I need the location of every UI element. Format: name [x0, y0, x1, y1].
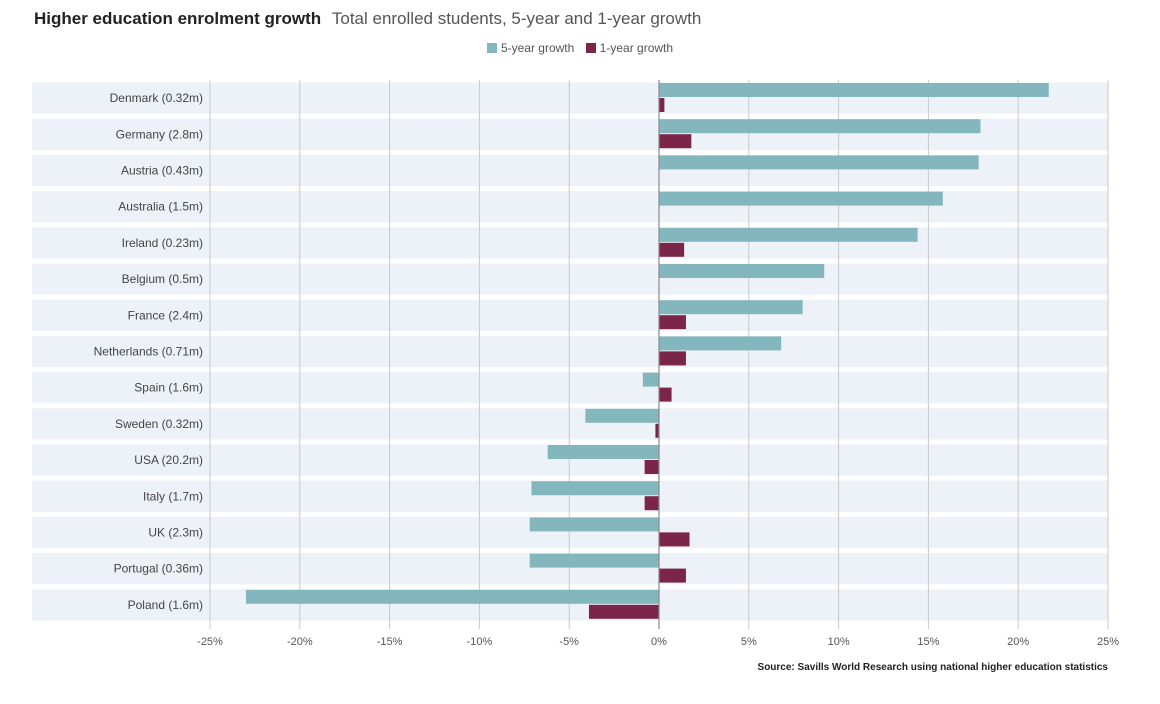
bar-1-year: [659, 98, 665, 112]
bar-1-year: [655, 423, 659, 438]
x-tick-label: -20%: [287, 636, 313, 648]
x-tick-label: 10%: [828, 636, 850, 648]
bar-5-year: [659, 155, 979, 170]
bar-1-year: [659, 532, 690, 547]
x-tick-label: 20%: [1007, 636, 1029, 648]
bar-1-year: [659, 387, 672, 402]
bar-5-year: [659, 227, 918, 242]
source-note: Source: Savills World Research using nat…: [757, 662, 1108, 673]
category-label: Australia (1.5m): [118, 200, 203, 214]
category-label: Denmark (0.32m): [110, 91, 203, 105]
category-label: UK (2.3m): [148, 526, 203, 540]
legend-swatch-1-year: [585, 43, 596, 53]
chart-subtitle: Total enrolled students, 5-year and 1-ye…: [331, 9, 702, 28]
category-label: France (2.4m): [128, 308, 203, 322]
bar-5-year: [531, 481, 659, 496]
chart-title-row: Higher education enrolment growth Total …: [34, 9, 701, 29]
x-tick-label: 0%: [651, 636, 667, 648]
legend-item-1-year: 1-year growth: [585, 41, 674, 55]
bar-5-year: [547, 445, 659, 459]
x-tick-label: -25%: [197, 636, 223, 648]
bar-5-year: [659, 83, 1049, 97]
bar-1-year: [644, 496, 659, 511]
bar-1-year: [659, 568, 686, 583]
x-tick-label: -10%: [467, 636, 493, 648]
bar-5-year: [585, 408, 659, 423]
category-label: Portugal (0.36m): [114, 562, 203, 576]
x-tick-label: -15%: [377, 636, 403, 648]
category-label: Belgium (0.5m): [122, 272, 203, 286]
legend-label-1-year: 1-year growth: [599, 41, 674, 55]
bar-5-year: [659, 191, 943, 206]
bar-5-year: [659, 300, 803, 315]
bar-5-year: [659, 336, 782, 351]
category-label: Austria (0.43m): [121, 164, 203, 178]
bar-5-year: [659, 264, 825, 278]
x-tick-label: -5%: [559, 636, 579, 648]
category-label: Poland (1.6m): [128, 598, 203, 612]
bar-5-year: [245, 589, 660, 604]
category-label: USA (20.2m): [134, 453, 203, 467]
bar-5-year: [529, 553, 659, 568]
bar-1-year: [588, 604, 659, 619]
category-label: Spain (1.6m): [134, 381, 203, 395]
x-tick-label: 15%: [917, 636, 939, 648]
chart-title: Higher education enrolment growth: [34, 9, 322, 28]
legend-label-5-year: 5-year growth: [500, 41, 575, 55]
legend-swatch-5-year: [486, 43, 497, 53]
category-label: Sweden (0.32m): [115, 417, 203, 431]
x-tick-label: 25%: [1097, 636, 1119, 648]
bar-1-year: [644, 460, 659, 474]
category-label: Italy (1.7m): [143, 489, 203, 503]
bar-1-year: [659, 315, 686, 330]
bar-5-year: [659, 119, 981, 134]
category-label: Germany (2.8m): [116, 127, 203, 141]
bar-5-year: [642, 372, 659, 387]
category-label: Netherlands (0.71m): [94, 345, 203, 359]
bar-1-year: [659, 242, 685, 257]
bar-1-year: [659, 134, 692, 149]
bar-5-year: [529, 517, 659, 532]
bar-1-year: [659, 351, 686, 366]
legend: 5-year growth 1-year growth: [0, 41, 1160, 56]
category-label: Ireland (0.23m): [122, 236, 203, 250]
x-tick-label: 5%: [741, 636, 757, 648]
legend-item-5-year: 5-year growth: [486, 41, 575, 55]
